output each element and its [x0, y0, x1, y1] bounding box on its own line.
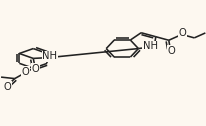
Text: NH: NH [42, 51, 57, 61]
Text: O: O [4, 82, 12, 92]
Text: O: O [178, 28, 186, 38]
Text: O: O [168, 46, 176, 56]
Text: NH: NH [143, 41, 158, 51]
Text: O: O [31, 64, 39, 74]
Text: O: O [22, 67, 29, 77]
